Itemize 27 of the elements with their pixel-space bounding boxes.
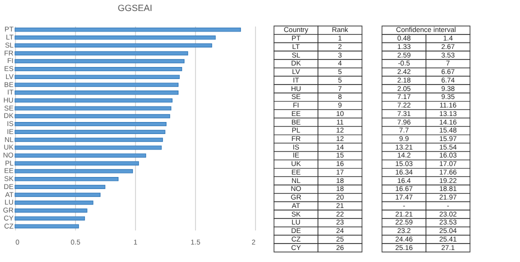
bar xyxy=(14,146,162,150)
bar xyxy=(14,74,180,79)
bar xyxy=(14,192,100,197)
bar xyxy=(14,177,118,182)
bar xyxy=(14,98,172,103)
bar xyxy=(14,138,163,142)
bar xyxy=(14,224,79,228)
chart-title: GGSEAI xyxy=(118,3,152,14)
bar xyxy=(14,153,146,158)
bar xyxy=(14,28,241,32)
bar xyxy=(14,169,133,174)
bar xyxy=(14,208,88,213)
bar xyxy=(14,90,178,95)
bar xyxy=(14,43,212,48)
bar xyxy=(14,216,85,220)
bar xyxy=(14,122,166,126)
bar xyxy=(14,82,178,87)
bar xyxy=(14,36,216,40)
bar xyxy=(14,130,166,134)
bar xyxy=(14,59,184,64)
bar xyxy=(14,51,188,56)
bar xyxy=(14,184,106,190)
bar xyxy=(14,66,182,72)
bar xyxy=(14,200,94,205)
bar xyxy=(14,114,170,118)
bar xyxy=(14,106,172,110)
bar xyxy=(14,161,139,166)
